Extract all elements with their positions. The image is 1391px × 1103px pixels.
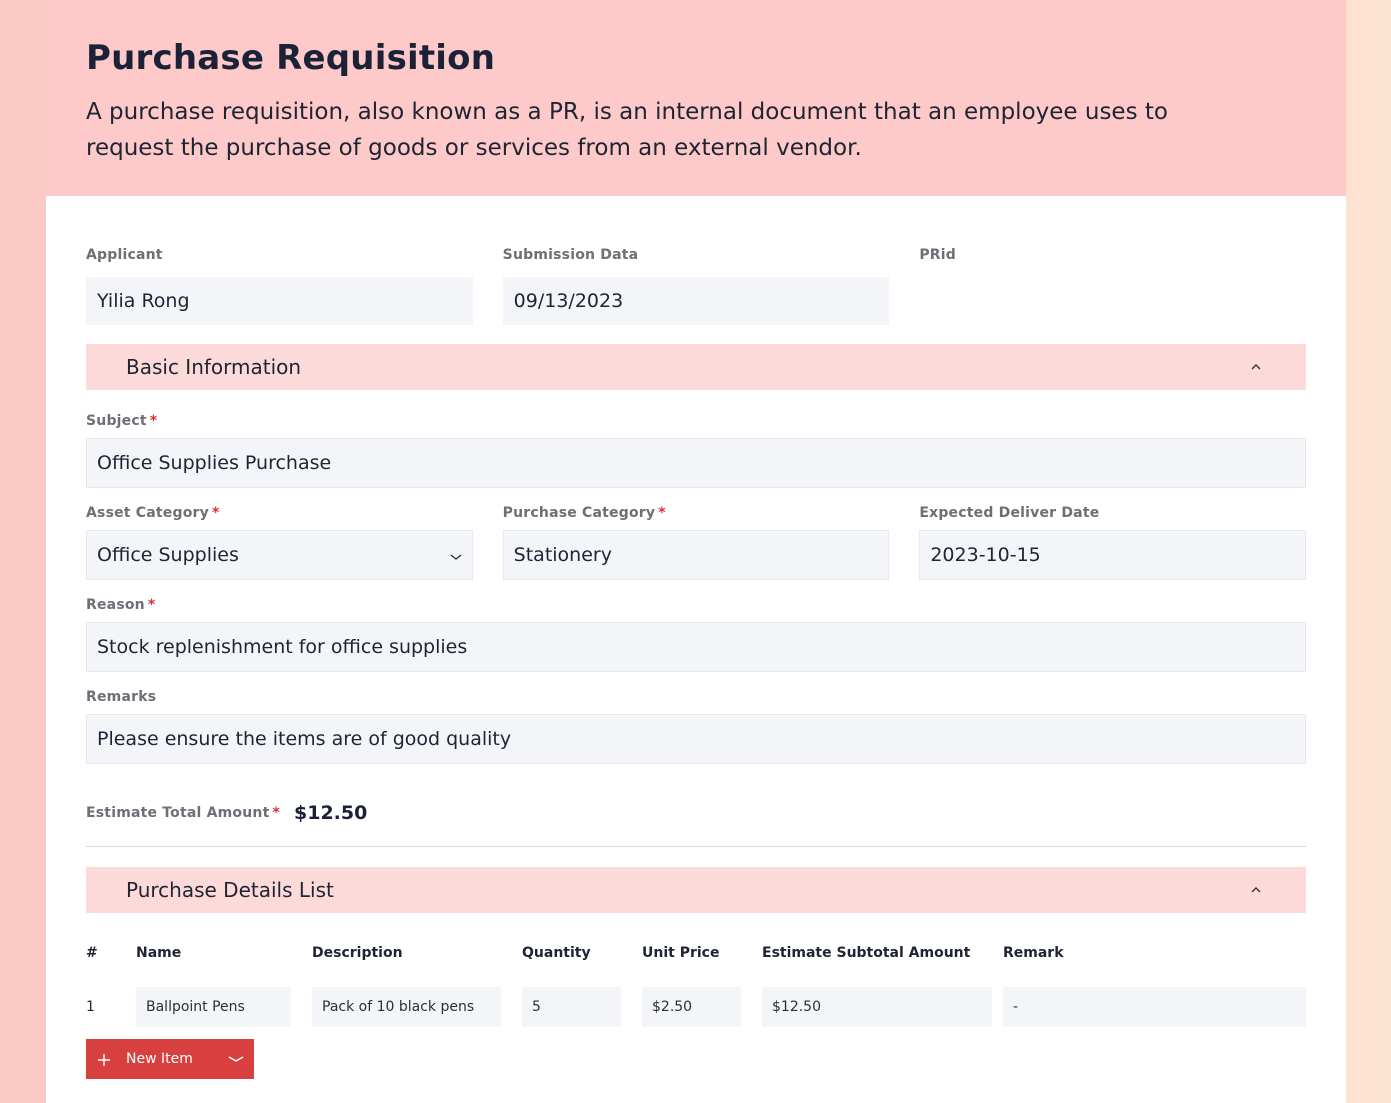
new-item-button[interactable]: New Item	[86, 1039, 254, 1079]
plus-icon	[98, 1049, 110, 1069]
basic-info-section-header[interactable]: Basic Information	[86, 344, 1306, 390]
row-remark-field[interactable]: -	[1003, 987, 1306, 1027]
col-header-index: #	[86, 945, 98, 961]
row-subtotal-field[interactable]: $12.50	[762, 987, 992, 1027]
chevron-up-icon[interactable]	[1250, 359, 1262, 375]
col-header-description: Description	[312, 945, 403, 961]
asset-category-select[interactable]: Office Supplies	[86, 530, 473, 580]
col-header-quantity: Quantity	[522, 945, 591, 961]
expected-date-input[interactable]: 2023-10-15	[919, 530, 1307, 580]
remarks-input[interactable]: Please ensure the items are of good qual…	[86, 714, 1306, 764]
row-description-field[interactable]: Pack of 10 black pens	[312, 987, 501, 1027]
prid-group: PRid	[919, 246, 1306, 325]
form-body: Applicant Yilia Rong Submission Data 09/…	[46, 246, 1346, 325]
details-title: Purchase Details List	[126, 878, 334, 902]
row-index: 1	[86, 999, 95, 1015]
divider	[86, 846, 1306, 847]
total-label: Estimate Total Amount *	[86, 805, 281, 821]
prid-label: PRid	[919, 247, 957, 263]
col-header-remark: Remark	[1003, 945, 1064, 961]
subject-value: Office Supplies Purchase	[97, 452, 332, 474]
subject-input[interactable]: Office Supplies Purchase	[86, 438, 1306, 488]
asset-category-label: Asset Category *	[86, 505, 220, 521]
applicant-group: Applicant Yilia Rong	[86, 246, 473, 325]
row-quantity-field[interactable]: 5	[522, 987, 621, 1027]
purchase-category-value: Stationery	[513, 544, 612, 566]
basic-info-title: Basic Information	[126, 355, 302, 379]
details-section-header[interactable]: Purchase Details List	[86, 867, 1306, 913]
total-row: Estimate Total Amount * $12.50	[86, 802, 1306, 824]
table-row: 1 Ballpoint Pens Pack of 10 black pens 5…	[86, 987, 1306, 1027]
applicant-label: Applicant	[86, 247, 163, 263]
requisition-card: Purchase Requisition A purchase requisit…	[46, 0, 1346, 1103]
remarks-label: Remarks	[86, 689, 157, 705]
row-name-field[interactable]: Ballpoint Pens	[136, 987, 291, 1027]
reason-label: Reason *	[86, 597, 156, 613]
top-fields-row: Applicant Yilia Rong Submission Data 09/…	[86, 246, 1306, 325]
chevron-down-icon[interactable]	[228, 1052, 245, 1066]
col-header-subtotal: Estimate Subtotal Amount	[762, 945, 971, 961]
chevron-down-icon	[450, 544, 462, 566]
subject-label: Subject *	[86, 413, 158, 429]
chevron-up-icon[interactable]	[1250, 882, 1262, 898]
remarks-value: Please ensure the items are of good qual…	[97, 728, 512, 750]
col-header-unit-price: Unit Price	[642, 945, 720, 961]
details-table-header: # Name Description Quantity Unit Price E…	[86, 945, 1306, 963]
applicant-value: Yilia Rong	[97, 290, 190, 312]
expected-date-value: 2023-10-15	[930, 544, 1041, 566]
reason-value: Stock replenishment for office supplies	[97, 636, 468, 658]
page-title: Purchase Requisition	[86, 38, 496, 78]
submission-date-field[interactable]: 09/13/2023	[502, 277, 890, 325]
asset-category-value: Office Supplies	[97, 544, 239, 566]
purchase-category-label: Purchase Category *	[502, 505, 666, 521]
submission-label: Submission Data	[502, 247, 639, 263]
category-row: Asset Category * Office Supplies Purchase…	[86, 504, 1307, 580]
submission-value: 09/13/2023	[513, 290, 624, 312]
reason-input[interactable]: Stock replenishment for office supplies	[86, 622, 1306, 672]
purchase-category-input[interactable]: Stationery	[502, 530, 890, 580]
total-value: $12.50	[294, 802, 368, 824]
submission-group: Submission Data 09/13/2023	[502, 246, 890, 325]
col-header-name: Name	[136, 945, 182, 961]
row-unit-price-field[interactable]: $2.50	[642, 987, 741, 1027]
applicant-field[interactable]: Yilia Rong	[86, 277, 473, 325]
page-description: A purchase requisition, also known as a …	[86, 99, 1168, 161]
new-item-label: New Item	[126, 1051, 193, 1067]
expected-date-label: Expected Deliver Date	[919, 505, 1100, 521]
page-header: Purchase Requisition A purchase requisit…	[46, 0, 1346, 196]
